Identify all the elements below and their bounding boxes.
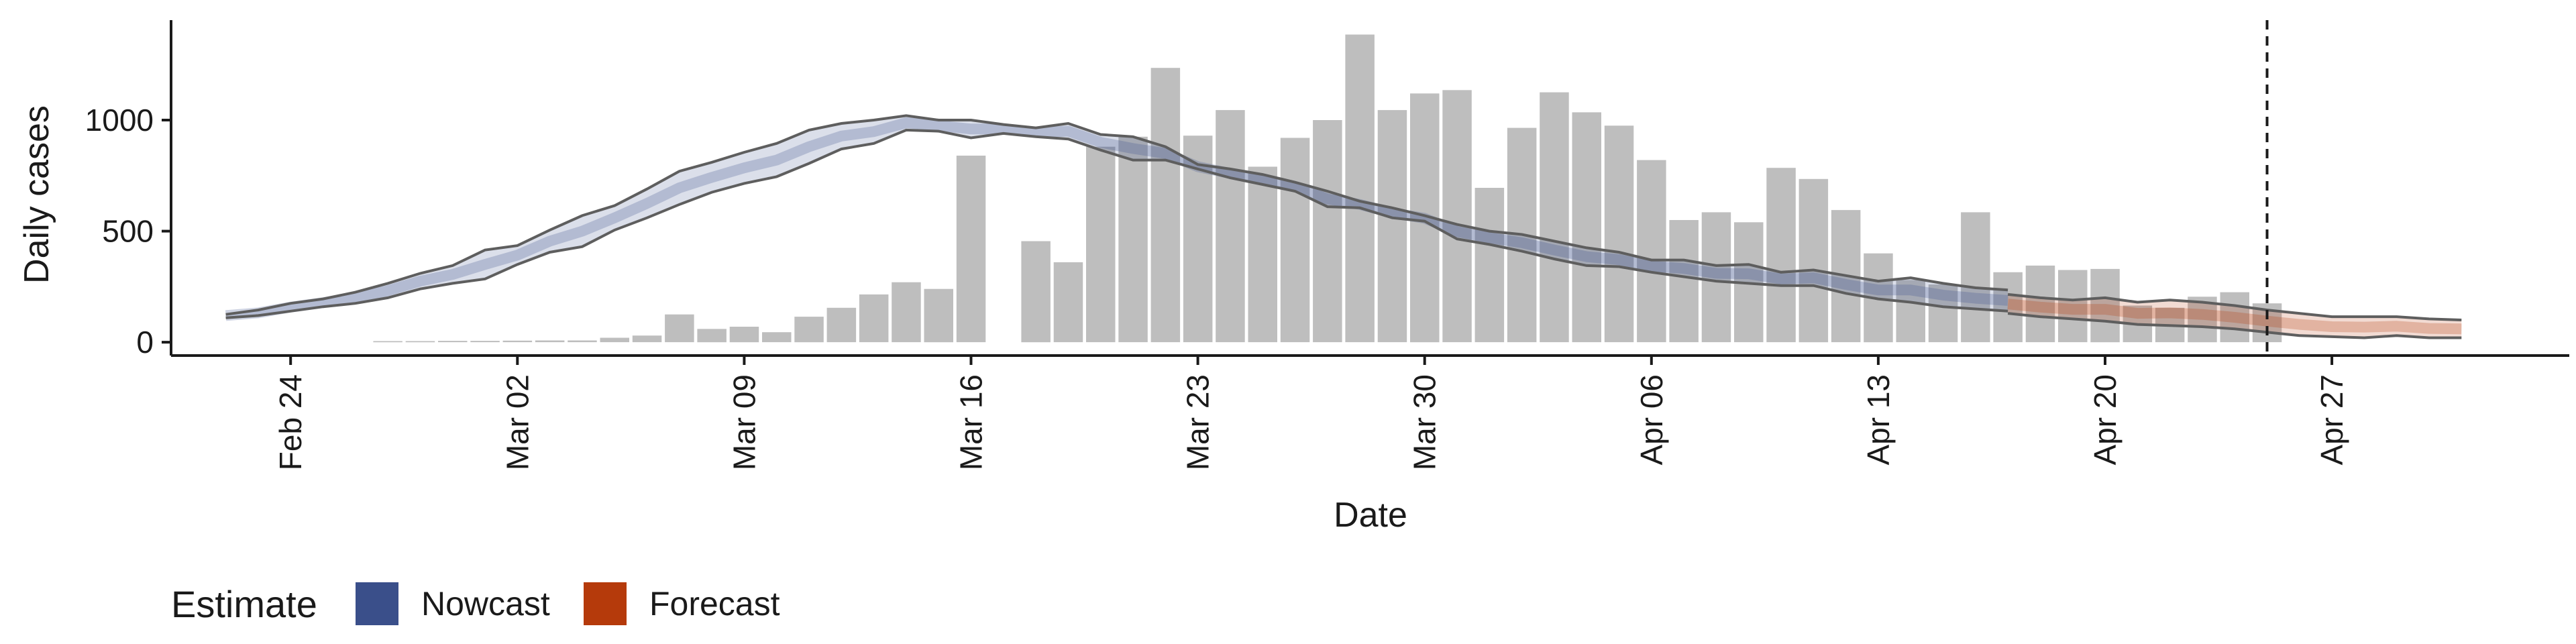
bar <box>600 337 629 343</box>
legend-swatch <box>584 582 627 625</box>
bar <box>794 317 824 343</box>
nowcast-layer <box>225 114 2008 321</box>
bar <box>729 327 759 343</box>
bar <box>1928 284 1958 343</box>
bar <box>1021 241 1051 343</box>
x-tick-label: Apr 13 <box>1861 374 1896 466</box>
bar <box>632 335 662 343</box>
bar <box>1474 188 1505 343</box>
legend-title: Estimate <box>171 583 317 625</box>
bar <box>1053 262 1083 343</box>
x-tick-label: Apr 06 <box>1634 374 1669 466</box>
y-tick-label: 0 <box>136 325 154 360</box>
bar <box>1118 136 1148 343</box>
bar <box>2025 265 2055 343</box>
x-tick-label: Mar 30 <box>1407 374 1442 470</box>
y-axis-ticks: 0 500 1000 <box>85 103 171 360</box>
bar <box>2090 268 2120 343</box>
bar <box>1961 212 1990 343</box>
x-tick-label: Mar 02 <box>500 374 535 470</box>
bar <box>1345 34 1375 343</box>
x-tick-label: Mar 23 <box>1181 374 1216 470</box>
bar <box>2058 270 2088 343</box>
legend-label: Nowcast <box>421 585 550 623</box>
bar <box>1766 168 1796 343</box>
bar <box>535 340 565 343</box>
forecast-layer <box>2007 292 2462 339</box>
forecast-lower-line <box>2007 312 2462 339</box>
x-axis-title: Date <box>1334 496 1407 535</box>
legend-label: Forecast <box>649 585 780 623</box>
bar <box>1248 166 1277 343</box>
x-tick-label: Feb 24 <box>273 374 308 470</box>
bar <box>1377 110 1407 343</box>
bar <box>1540 92 1569 343</box>
bar <box>762 332 792 343</box>
bar <box>1637 160 1666 343</box>
bar <box>1572 112 1601 343</box>
bar <box>1442 90 1472 343</box>
legend-swatch <box>356 582 398 625</box>
bar <box>1086 146 1116 343</box>
bar <box>405 341 435 343</box>
y-tick-label: 500 <box>102 214 154 249</box>
bar <box>924 288 953 343</box>
forecast-median-band <box>2007 299 2462 335</box>
bars-layer <box>373 34 2282 343</box>
bar <box>438 341 468 343</box>
bar <box>1701 212 1731 343</box>
x-tick-label: Mar 16 <box>954 374 989 470</box>
bar <box>470 341 500 343</box>
bar <box>1313 120 1342 343</box>
bar <box>1280 138 1310 343</box>
bar <box>859 294 889 343</box>
legend: Estimate Nowcast Forecast <box>171 582 780 625</box>
forecast-interval-band <box>2008 294 2462 338</box>
nowcast-median-band <box>225 117 2008 321</box>
nowcast-upper-line <box>225 114 2008 316</box>
x-tick-label: Apr 27 <box>2314 374 2349 466</box>
bar <box>892 282 921 343</box>
bar <box>1993 272 2023 343</box>
bar <box>665 314 694 343</box>
bar <box>826 307 857 343</box>
bar <box>568 340 597 343</box>
bar <box>1669 220 1699 343</box>
bar <box>956 156 986 343</box>
x-axis-ticks: Feb 24 Mar 02 Mar 09 Mar 16 Mar 23 Mar 30 Apr … <box>273 356 2349 470</box>
nowcast-lower-line <box>225 128 2008 319</box>
bar <box>502 340 533 343</box>
bar <box>1150 68 1181 343</box>
bar <box>2220 292 2249 343</box>
bar <box>373 341 402 343</box>
y-axis-title: Daily cases <box>17 105 56 284</box>
y-tick-label: 1000 <box>85 103 154 138</box>
bar <box>697 329 727 343</box>
bar <box>1216 110 1245 343</box>
bar <box>1604 125 1634 343</box>
x-tick-label: Mar 09 <box>727 374 761 470</box>
x-tick-label: Apr 20 <box>2088 374 2123 466</box>
bar <box>1896 280 1925 343</box>
bar <box>1799 178 1829 343</box>
forecast-upper-line <box>2007 292 2462 321</box>
